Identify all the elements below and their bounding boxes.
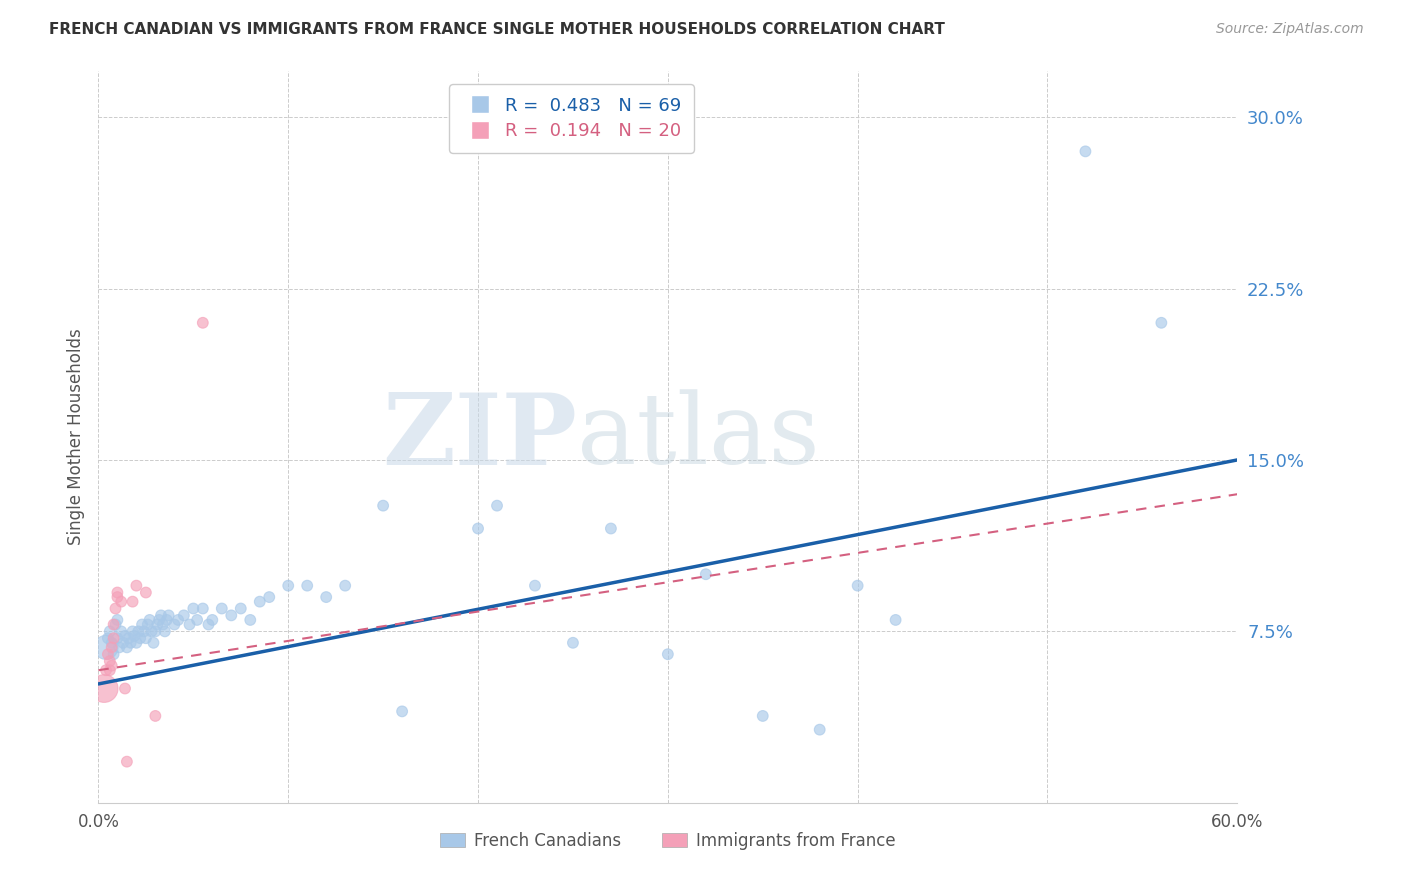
Point — [94, 663, 117, 677]
Point — [297, 579, 319, 593]
Text: FRENCH CANADIAN VS IMMIGRANTS FROM FRANCE SINGLE MOTHER HOUSEHOLDS CORRELATION C: FRENCH CANADIAN VS IMMIGRANTS FROM FRANC… — [49, 22, 945, 37]
Point — [98, 663, 121, 677]
Point — [107, 632, 129, 646]
Point — [110, 624, 132, 639]
Point — [120, 636, 142, 650]
Point — [118, 632, 141, 646]
Point — [100, 640, 122, 655]
Point — [846, 579, 869, 593]
Point — [114, 629, 136, 643]
Point — [186, 613, 208, 627]
Point — [201, 613, 224, 627]
Point — [467, 521, 489, 535]
Point — [97, 632, 120, 646]
Point — [153, 624, 176, 639]
Point — [121, 595, 143, 609]
Point — [129, 632, 152, 646]
Point — [884, 613, 907, 627]
Point — [1150, 316, 1173, 330]
Point — [191, 601, 214, 615]
Point — [371, 499, 394, 513]
Point — [107, 585, 129, 599]
Text: atlas: atlas — [576, 389, 820, 485]
Point — [695, 567, 717, 582]
Point — [132, 624, 155, 639]
Point — [135, 585, 157, 599]
Point — [163, 617, 186, 632]
Point — [107, 590, 129, 604]
Point — [221, 608, 243, 623]
Point — [600, 521, 623, 535]
Point — [335, 579, 357, 593]
Point — [94, 640, 117, 655]
Point — [156, 613, 179, 627]
Point — [97, 647, 120, 661]
Point — [107, 613, 129, 627]
Point — [104, 601, 127, 615]
Point — [103, 617, 125, 632]
Point — [121, 624, 143, 639]
Point — [191, 316, 214, 330]
Point — [103, 647, 125, 661]
Point — [808, 723, 831, 737]
Point — [145, 624, 167, 639]
Point — [148, 613, 170, 627]
Point — [277, 579, 299, 593]
Point — [259, 590, 281, 604]
Point — [657, 647, 679, 661]
Point — [179, 617, 201, 632]
Point — [150, 608, 173, 623]
Point — [103, 632, 125, 646]
Point — [93, 681, 115, 696]
Point — [229, 601, 252, 615]
Point — [197, 617, 219, 632]
Point — [136, 617, 159, 632]
Point — [127, 624, 149, 639]
Point — [391, 705, 413, 719]
Point — [100, 658, 122, 673]
Point — [108, 640, 131, 655]
Point — [115, 755, 138, 769]
Point — [1074, 145, 1097, 159]
Point — [486, 499, 509, 513]
Point — [562, 636, 585, 650]
Point — [138, 613, 160, 627]
Point — [167, 613, 190, 627]
Point — [135, 632, 157, 646]
Point — [524, 579, 547, 593]
Text: Source: ZipAtlas.com: Source: ZipAtlas.com — [1216, 22, 1364, 37]
Y-axis label: Single Mother Households: Single Mother Households — [66, 329, 84, 545]
Point — [110, 595, 132, 609]
Point — [142, 636, 165, 650]
Text: ZIP: ZIP — [382, 389, 576, 485]
Legend: French Canadians, Immigrants from France: French Canadians, Immigrants from France — [433, 825, 903, 856]
Point — [211, 601, 233, 615]
Point — [249, 595, 271, 609]
Point — [146, 617, 169, 632]
Point — [131, 617, 153, 632]
Point — [114, 681, 136, 696]
Point — [112, 636, 135, 650]
Point — [152, 617, 174, 632]
Point — [157, 608, 180, 623]
Point — [183, 601, 205, 615]
Point — [124, 629, 146, 643]
Point — [145, 709, 167, 723]
Point — [100, 636, 122, 650]
Point — [752, 709, 775, 723]
Point — [173, 608, 195, 623]
Point — [125, 636, 148, 650]
Point — [315, 590, 337, 604]
Point — [141, 624, 163, 639]
Point — [115, 640, 138, 655]
Point — [98, 624, 121, 639]
Point — [98, 654, 121, 668]
Point — [125, 579, 148, 593]
Point — [104, 617, 127, 632]
Point — [239, 613, 262, 627]
